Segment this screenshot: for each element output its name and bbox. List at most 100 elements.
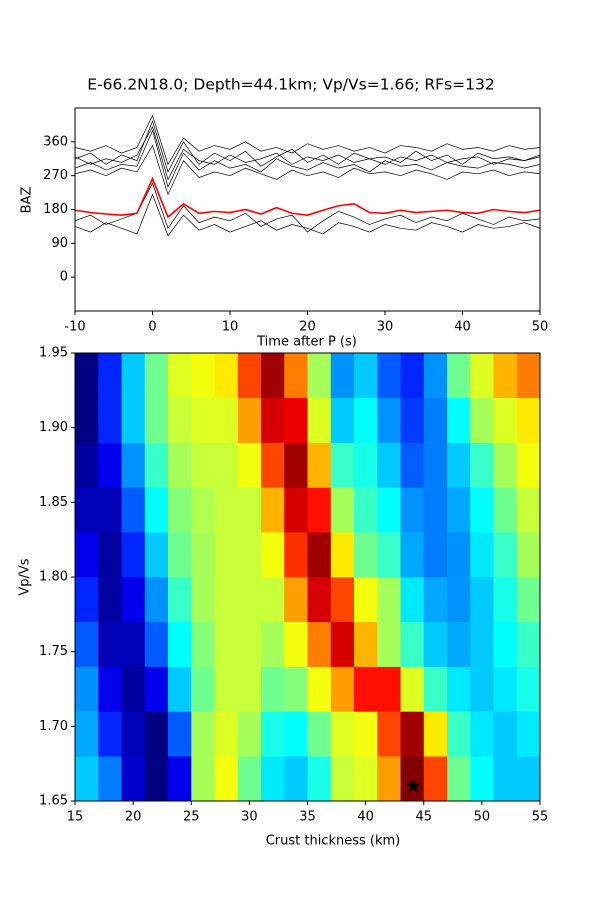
heat-cell: [284, 397, 308, 443]
x-tick-label: 50: [532, 320, 549, 335]
trace: [75, 144, 540, 196]
x-tick-label: 40: [454, 320, 471, 335]
heat-cell: [400, 711, 425, 757]
heat-cell: [400, 532, 425, 578]
heat-cell: [214, 532, 239, 578]
heat-cell: [447, 711, 471, 757]
heat-cell: [423, 487, 448, 533]
heat-cell: [423, 577, 448, 623]
heat-cell: [284, 353, 308, 399]
heat-cell: [400, 577, 425, 623]
y-tick-label: 360: [43, 134, 68, 149]
heat-cell: [377, 487, 401, 533]
y-tick-label: 1.75: [39, 644, 68, 659]
heat-cell: [98, 397, 122, 443]
heat-cell: [354, 666, 378, 712]
heat-cell: [144, 666, 169, 712]
heat-cell: [330, 532, 355, 578]
trace: [75, 129, 540, 188]
y-tick-label: 1.80: [39, 570, 68, 585]
heat-cell: [354, 756, 378, 802]
x-tick-label: 40: [357, 810, 374, 825]
x-tick-label: 25: [183, 810, 200, 825]
heat-cell: [261, 666, 285, 712]
heat-cell: [493, 442, 518, 488]
heat-cell: [98, 487, 122, 533]
heat-cell: [261, 756, 285, 802]
heat-cell: [447, 353, 471, 399]
heat-cell: [98, 621, 122, 667]
heat-cell: [493, 353, 518, 399]
heat-cell: [191, 666, 215, 712]
heat-cell: [493, 397, 518, 443]
heat-cell: [75, 442, 99, 488]
heat-cell: [400, 353, 425, 399]
heat-cell: [237, 621, 262, 667]
heat-cell: [98, 711, 122, 757]
heat-cell: [261, 397, 285, 443]
heat-cell: [307, 532, 332, 578]
heat-cell: [377, 756, 401, 802]
heat-cell: [330, 442, 355, 488]
heat-cell: [354, 621, 378, 667]
heat-cell: [423, 397, 448, 443]
heat-cell: [516, 711, 541, 757]
heat-cell: [237, 442, 262, 488]
heat-cell: [400, 621, 425, 667]
best-fit-marker: [405, 778, 421, 793]
heat-cell: [447, 577, 471, 623]
heat-cell: [447, 621, 471, 667]
heat-cell: [423, 666, 448, 712]
heat-cell: [191, 621, 215, 667]
heat-cell: [330, 487, 355, 533]
heat-cell: [377, 532, 401, 578]
heat-cell: [168, 621, 192, 667]
chart-title: E-66.2N18.0; Depth=44.1km; Vp/Vs=1.66; R…: [87, 76, 494, 94]
heat-cell: [237, 487, 262, 533]
heat-cell: [214, 577, 239, 623]
heat-cell: [377, 711, 401, 757]
heat-cell: [354, 711, 378, 757]
heat-cell: [168, 397, 192, 443]
heat-cell: [377, 353, 401, 399]
heat-cell: [354, 532, 378, 578]
heat-cell: [168, 756, 192, 802]
heat-cell: [144, 397, 169, 443]
heat-cell: [144, 442, 169, 488]
x-tick-label: 15: [67, 810, 84, 825]
y-tick-label: 1.95: [39, 346, 68, 361]
heat-cell: [237, 353, 262, 399]
heat-cell: [284, 621, 308, 667]
heat-cell: [121, 711, 146, 757]
heat-cell: [237, 711, 262, 757]
heat-cell: [75, 666, 99, 712]
heat-cell: [330, 621, 355, 667]
x-axis-label: Time after P (s): [256, 335, 357, 350]
heat-cell: [330, 397, 355, 443]
y-tick-label: 180: [43, 202, 68, 217]
heat-cell: [98, 756, 122, 802]
heat-cell: [75, 756, 99, 802]
heat-cell: [307, 353, 332, 399]
heat-cell: [470, 487, 494, 533]
heat-cell: [354, 442, 378, 488]
x-tick-label: -10: [64, 320, 85, 335]
heat-cell: [261, 621, 285, 667]
heat-cell: [214, 711, 239, 757]
heat-cell: [307, 756, 332, 802]
y-tick-label: 1.65: [39, 794, 68, 809]
heat-cell: [307, 621, 332, 667]
x-tick-label: 35: [299, 810, 316, 825]
heat-cell: [447, 756, 471, 802]
y-axis-label: BAZ: [20, 187, 35, 214]
heat-cell: [261, 353, 285, 399]
x-axis-label: Crust thickness (km): [266, 834, 401, 849]
heat-cell: [121, 487, 146, 533]
heat-cell: [423, 442, 448, 488]
heat-cell: [144, 532, 169, 578]
heat-cell: [377, 397, 401, 443]
heat-cell: [447, 487, 471, 533]
heat-cell: [354, 487, 378, 533]
heat-cell: [284, 711, 308, 757]
heat-cell: [330, 666, 355, 712]
